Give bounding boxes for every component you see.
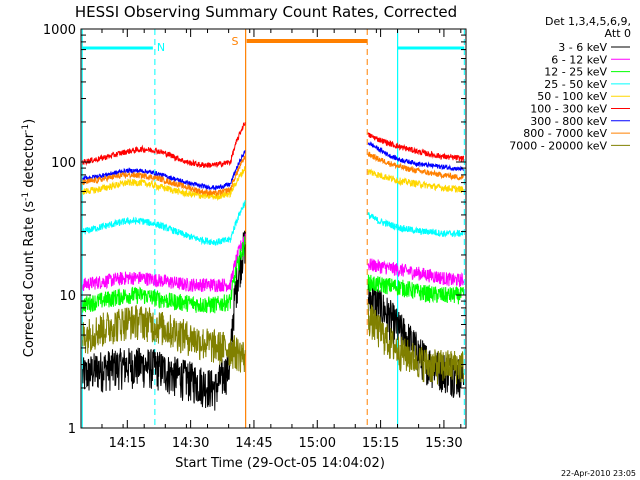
legend-label: 12 - 25 keV [544, 66, 607, 79]
series-7000-20000-before [82, 304, 246, 373]
y-tick-label: 10 [59, 289, 76, 304]
series-6-12-before [82, 233, 246, 293]
legend-label: 6 - 12 keV [551, 53, 607, 66]
series-800-7000-after [367, 151, 464, 181]
footer-date: 22-Apr-2010 23:05 [561, 469, 636, 478]
series-300-800-before [82, 150, 246, 191]
x-axis-label: Start Time (29-Oct-05 14:04:02) [175, 456, 385, 471]
x-tick-label: 14:30 [172, 436, 209, 451]
y-tick-label: 1 [68, 422, 76, 437]
y-tick-label: 100 [51, 156, 76, 171]
x-tick-label: 15:15 [362, 436, 399, 451]
x-tick-label: 15:30 [425, 436, 462, 451]
x-tick-label: 15:00 [299, 436, 336, 451]
legend-label: 7000 - 20000 keV [509, 139, 607, 152]
x-axis-ticks: 14:15 14:30 14:45 15:00 15:15 15:30 [101, 29, 463, 451]
series-6-12-after [367, 258, 464, 287]
chart-title: HESSI Observing Summary Count Rates, Cor… [75, 3, 457, 21]
plot-border [80, 28, 467, 429]
series-25-50-before [82, 199, 246, 246]
series-3-6-after [367, 281, 464, 398]
series-3-6-before [82, 230, 246, 411]
legend-label: 25 - 50 keV [544, 78, 607, 91]
x-tick-label: 14:45 [235, 436, 272, 451]
series-50-100-after [367, 168, 464, 193]
series-100-300-after [367, 132, 464, 162]
legend-label: 300 - 800 keV [530, 115, 607, 128]
series-800-7000-before [82, 155, 246, 197]
series-50-100-before [82, 166, 246, 202]
detector-info-line2: Att 0 [605, 27, 631, 40]
detector-info-line1: Det 1,3,4,5,6,9, [545, 15, 631, 28]
series-12-25-before [82, 236, 246, 314]
y-axis-ticks: 1 10 100 1000 [43, 23, 466, 437]
series-12-25-after [367, 274, 464, 305]
series-25-50-after [367, 212, 464, 238]
plot-frame [80, 28, 467, 429]
series-100-300-before [82, 122, 246, 169]
legend-label: 100 - 300 keV [530, 103, 607, 116]
y-axis-label: Corrected Count Rate (s-1 detector-1) [21, 119, 37, 357]
legend-label: 3 - 6 keV [558, 41, 607, 54]
plot-area [81, 29, 465, 428]
y-tick-label: 1000 [43, 23, 76, 38]
north-marker-label: N [157, 41, 165, 54]
legend-label: 800 - 7000 keV [523, 127, 607, 140]
x-tick-label: 14:15 [109, 436, 146, 451]
legend-label: 50 - 100 keV [537, 90, 607, 103]
series-7000-20000-after [367, 302, 464, 385]
south-marker-label: S [232, 35, 239, 48]
series-300-800-after [367, 141, 464, 172]
